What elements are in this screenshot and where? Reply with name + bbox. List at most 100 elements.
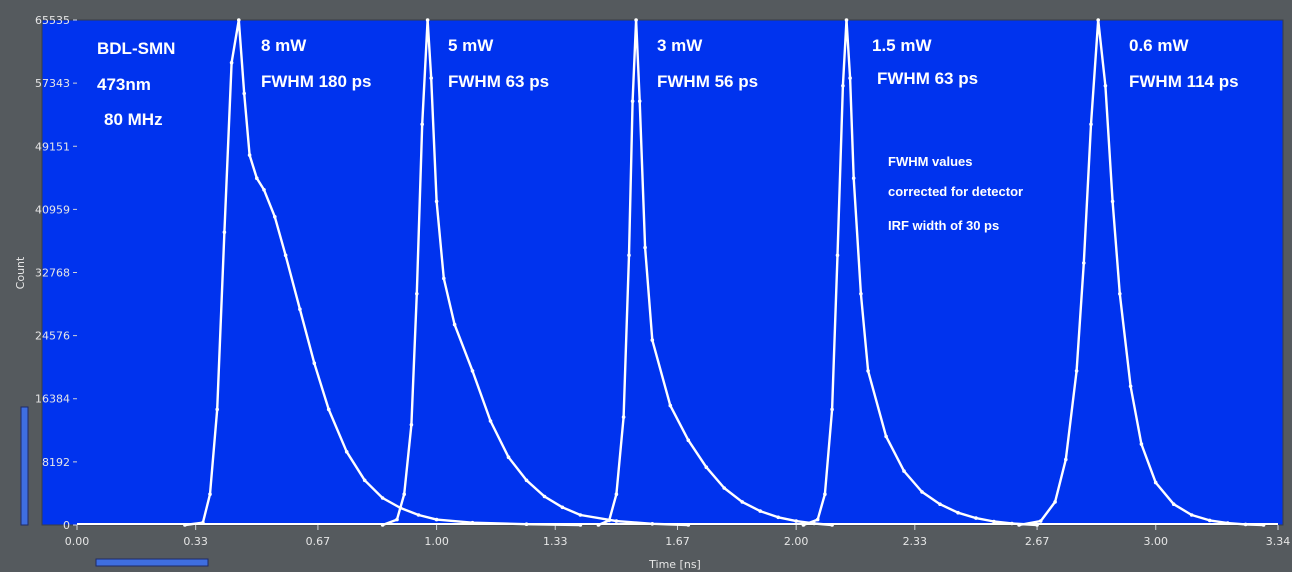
data-point xyxy=(215,407,219,412)
data-point xyxy=(621,415,626,419)
data-point xyxy=(740,500,744,504)
data-point xyxy=(262,188,266,192)
data-point xyxy=(229,60,234,65)
data-point xyxy=(650,522,655,526)
series-line-4 xyxy=(802,18,1038,527)
data-point xyxy=(1128,384,1133,389)
data-point xyxy=(1103,84,1108,88)
data-point xyxy=(312,361,317,366)
data-point xyxy=(429,76,434,80)
setup-label-device: BDL-SMN xyxy=(97,39,175,58)
data-point xyxy=(222,230,227,234)
power-label-1: 8 mW xyxy=(261,36,307,55)
data-point xyxy=(1189,513,1194,517)
data-point xyxy=(1089,122,1093,127)
data-point xyxy=(841,84,845,88)
y-axis: 0 8192 16384 24576 32768 40959 49151 57343 65535 xyxy=(35,14,77,532)
y-axis-title: Count xyxy=(14,256,27,289)
data-point xyxy=(434,517,439,522)
note-line-1: FWHM values xyxy=(888,154,973,169)
fwhm-label-1: FWHM 180 ps xyxy=(261,72,372,91)
data-point xyxy=(1207,518,1212,523)
data-point xyxy=(488,419,493,423)
data-point xyxy=(442,276,446,281)
data-point xyxy=(254,176,259,180)
data-point xyxy=(452,322,457,327)
data-point xyxy=(902,469,906,473)
level-indicator-bar[interactable] xyxy=(20,406,29,526)
data-point xyxy=(1243,522,1248,527)
data-point xyxy=(830,407,834,412)
data-point xyxy=(1082,261,1086,265)
data-point xyxy=(848,76,852,80)
data-point xyxy=(242,91,246,96)
note-line-3: IRF width of 30 ps xyxy=(888,218,999,233)
data-point xyxy=(1153,480,1158,485)
data-point xyxy=(298,307,302,312)
data-point xyxy=(851,176,856,180)
data-point xyxy=(596,523,601,527)
fwhm-label-3: FWHM 56 ps xyxy=(657,72,758,91)
data-point xyxy=(844,18,849,22)
power-label-5: 0.6 mW xyxy=(1129,36,1189,55)
data-point xyxy=(1074,369,1079,373)
horizontal-scroll-bar[interactable] xyxy=(95,558,209,567)
data-point xyxy=(237,18,241,22)
data-point xyxy=(835,253,840,258)
data-point xyxy=(650,338,655,342)
data-point xyxy=(506,455,511,460)
fwhm-label-4: FWHM 63 ps xyxy=(877,69,978,88)
data-point xyxy=(380,523,385,527)
x-tick-label: 0.67 xyxy=(306,535,331,548)
x-tick-label: 0.33 xyxy=(183,535,208,548)
data-point xyxy=(722,486,726,490)
data-point xyxy=(1110,199,1115,204)
data-point xyxy=(344,450,349,454)
data-point xyxy=(1096,18,1100,22)
data-point xyxy=(1118,292,1122,296)
data-point xyxy=(630,99,635,103)
data-point xyxy=(627,253,631,258)
setup-label-wavelength: 473nm xyxy=(97,75,151,94)
y-tick-label: 16384 xyxy=(35,393,70,406)
trace-layer xyxy=(77,18,1278,527)
y-tick-label: 8192 xyxy=(42,456,70,469)
data-point xyxy=(1225,521,1230,525)
data-point xyxy=(1038,519,1043,523)
data-point xyxy=(776,515,780,520)
data-point xyxy=(183,523,187,527)
data-point xyxy=(470,369,475,373)
y-tick-label: 0 xyxy=(63,519,70,532)
x-tick-label: 2.67 xyxy=(1025,535,1050,548)
data-point xyxy=(395,517,399,522)
y-tick-label: 57343 xyxy=(35,77,70,90)
data-point xyxy=(614,519,619,523)
data-point xyxy=(643,245,647,250)
x-tick-label: 1.00 xyxy=(424,535,449,548)
data-point xyxy=(283,253,288,258)
setup-label-rate: 80 MHz xyxy=(104,110,163,129)
fwhm-label-5: FWHM 114 ps xyxy=(1129,72,1239,91)
data-point xyxy=(830,523,834,527)
data-point xyxy=(801,523,806,527)
x-tick-label: 1.33 xyxy=(543,535,568,548)
y-tick-label: 24576 xyxy=(35,330,70,343)
data-point xyxy=(812,521,816,526)
data-point xyxy=(823,492,827,497)
data-point xyxy=(637,99,642,103)
data-point xyxy=(409,423,414,427)
data-point xyxy=(578,513,583,517)
series-line-5 xyxy=(1018,18,1264,527)
series-line-3 xyxy=(597,18,833,527)
data-point xyxy=(614,492,619,497)
x-tick-label: 2.00 xyxy=(784,535,809,548)
data-point xyxy=(524,478,529,483)
data-point xyxy=(1053,500,1057,504)
data-point xyxy=(247,153,252,157)
data-point xyxy=(415,292,419,296)
data-point xyxy=(884,434,888,439)
x-tick-label: 3.34 xyxy=(1266,535,1291,548)
x-axis: 0.00 0.33 0.67 1.00 1.33 1.67 2.00 2.33 2.67 3.00… xyxy=(65,525,1291,548)
data-point xyxy=(273,215,277,219)
